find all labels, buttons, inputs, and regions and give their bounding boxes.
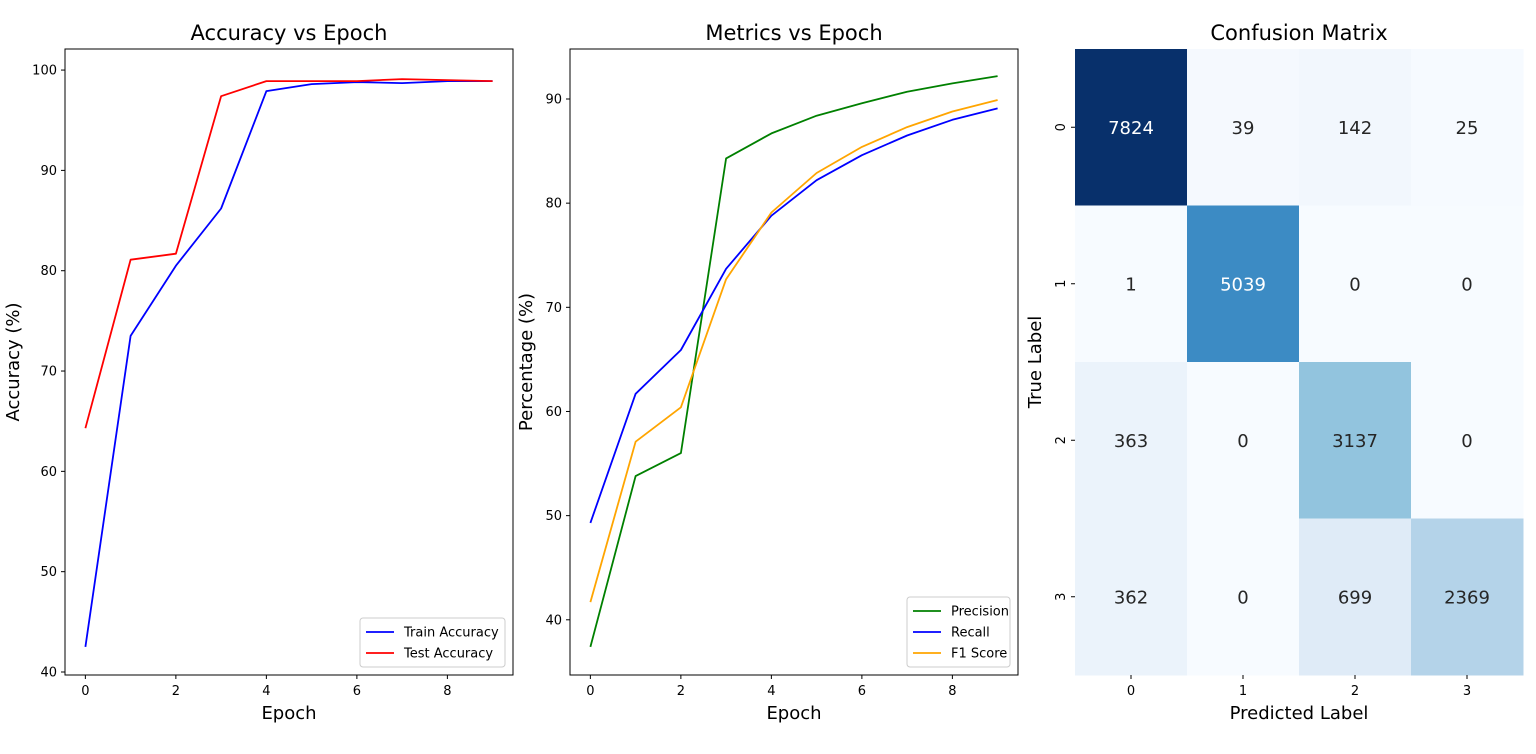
x-tick-label: 3 <box>1463 684 1471 699</box>
y-tick-label: 70 <box>545 301 562 316</box>
matrix-cell <box>1187 205 1300 363</box>
matrix-cell-value: 3137 <box>1332 431 1378 452</box>
matrix-cell <box>1411 362 1524 519</box>
y-tick-label: 90 <box>40 164 57 179</box>
y-tick-label: 0 <box>1054 123 1069 131</box>
legend-label: Test Accuracy <box>403 647 493 662</box>
x-tick-label: 2 <box>1351 684 1359 699</box>
matrix-cell-value: 0 <box>1237 431 1248 452</box>
matrix-cell <box>1075 49 1188 206</box>
matrix-cell-value: 0 <box>1461 431 1472 452</box>
matrix-cell <box>1299 205 1412 363</box>
confusion-matrix-xlabel: Predicted Label <box>1230 703 1369 724</box>
matrix-cell <box>1299 362 1412 519</box>
x-tick-label: 6 <box>858 684 866 699</box>
x-tick-label: 8 <box>948 684 956 699</box>
y-tick-label: 70 <box>40 365 57 380</box>
matrix-cell-value: 0 <box>1461 274 1472 295</box>
confusion-matrix-ylabel: True Label <box>1025 316 1046 410</box>
matrix-cell <box>1187 518 1300 676</box>
legend-label: Precision <box>951 605 1009 620</box>
matrix-cell-value: 699 <box>1338 587 1372 608</box>
metrics-plot-area: 0 2 4 6 8 40 50 60 70 80 90 Precision Recall F1 Score <box>545 48 1019 699</box>
y-tick-label: 40 <box>545 613 562 628</box>
plot-frame <box>569 48 1019 676</box>
x-tick-label: 2 <box>172 684 180 699</box>
matrix-cell <box>1411 205 1524 363</box>
series-line-f1-score <box>589 99 998 603</box>
series-line-precision <box>589 75 998 648</box>
legend: Train Accuracy Test Accuracy <box>359 617 506 668</box>
y-tick-label: 3 <box>1054 593 1069 601</box>
matrix-cell-value: 39 <box>1232 118 1255 139</box>
x-tick-label: 2 <box>677 684 685 699</box>
metrics-chart-xlabel: Epoch <box>766 703 821 724</box>
y-tick-label: 60 <box>545 405 562 420</box>
legend-box <box>906 596 1011 668</box>
matrix-cell <box>1299 518 1412 676</box>
y-tick-label: 100 <box>32 64 57 79</box>
x-tick-label: 4 <box>767 684 775 699</box>
legend-label: F1 Score <box>951 647 1007 662</box>
accuracy-chart-title: Accuracy vs Epoch <box>191 21 388 45</box>
matrix-cell-value: 2369 <box>1444 587 1490 608</box>
matrix-cell <box>1187 362 1300 519</box>
y-tick-label: 40 <box>40 665 57 680</box>
y-tick-label: 50 <box>545 509 562 524</box>
legend: Precision Recall F1 Score <box>906 596 1011 668</box>
x-tick-label: 6 <box>353 684 361 699</box>
matrix-cell <box>1411 518 1524 676</box>
y-tick-label: 60 <box>40 465 57 480</box>
legend-label: Recall <box>951 626 990 641</box>
y-tick-label: 80 <box>40 264 57 279</box>
accuracy-chart: Accuracy vs Epoch Epoch Accuracy (%) 0 2 4… <box>3 21 514 724</box>
legend-label: Train Accuracy <box>403 626 499 641</box>
plot-frame <box>64 48 514 676</box>
accuracy-chart-ylabel: Accuracy (%) <box>3 302 24 421</box>
matrix-cell <box>1075 362 1188 519</box>
matrix-cell-value: 142 <box>1338 118 1372 139</box>
confusion-matrix-grid: 7824 39 142 25 1 5039 0 0 363 0 3137 0 362 0 699 2369 0 1… <box>1054 49 1524 699</box>
series-line-train-accuracy <box>84 80 493 648</box>
matrix-cell <box>1187 49 1300 206</box>
x-tick-label: 4 <box>262 684 270 699</box>
matrix-cell <box>1299 49 1412 206</box>
x-tick-label: 1 <box>1239 684 1247 699</box>
matrix-cell <box>1411 49 1524 206</box>
matrix-cell-value: 363 <box>1114 431 1148 452</box>
series-line-recall <box>589 107 998 524</box>
accuracy-plot-area: 0 2 4 6 8 40 50 60 70 80 90 100 Train Accuracy Test A… <box>32 48 514 699</box>
matrix-cell-value: 7824 <box>1108 118 1154 139</box>
x-tick-label: 0 <box>81 684 89 699</box>
matrix-cell-value: 25 <box>1456 118 1479 139</box>
metrics-chart: Metrics vs Epoch Epoch Percentage (%) 0 2… <box>516 21 1019 724</box>
matrix-cell <box>1075 205 1188 363</box>
matrix-cell-value: 362 <box>1114 587 1148 608</box>
y-tick-label: 90 <box>545 92 562 107</box>
matrix-cell-value: 1 <box>1125 274 1136 295</box>
metrics-chart-ylabel: Percentage (%) <box>516 293 537 431</box>
matrix-cell-value: 5039 <box>1220 274 1266 295</box>
y-tick-label: 1 <box>1054 280 1069 288</box>
x-tick-label: 0 <box>586 684 594 699</box>
y-tick-label: 2 <box>1054 436 1069 444</box>
y-tick-label: 80 <box>545 197 562 212</box>
matrix-cell-value: 0 <box>1237 587 1248 608</box>
x-tick-label: 8 <box>443 684 451 699</box>
metrics-chart-title: Metrics vs Epoch <box>705 21 882 45</box>
x-tick-label: 0 <box>1127 684 1135 699</box>
legend-box <box>359 617 506 668</box>
matrix-cell <box>1075 518 1188 676</box>
accuracy-chart-xlabel: Epoch <box>261 703 316 724</box>
series-line-test-accuracy <box>84 78 493 429</box>
matrix-cell-value: 0 <box>1349 274 1360 295</box>
y-tick-label: 50 <box>40 565 57 580</box>
confusion-matrix-title: Confusion Matrix <box>1210 21 1387 45</box>
confusion-matrix: Confusion Matrix Predicted Label True La… <box>1025 21 1524 724</box>
